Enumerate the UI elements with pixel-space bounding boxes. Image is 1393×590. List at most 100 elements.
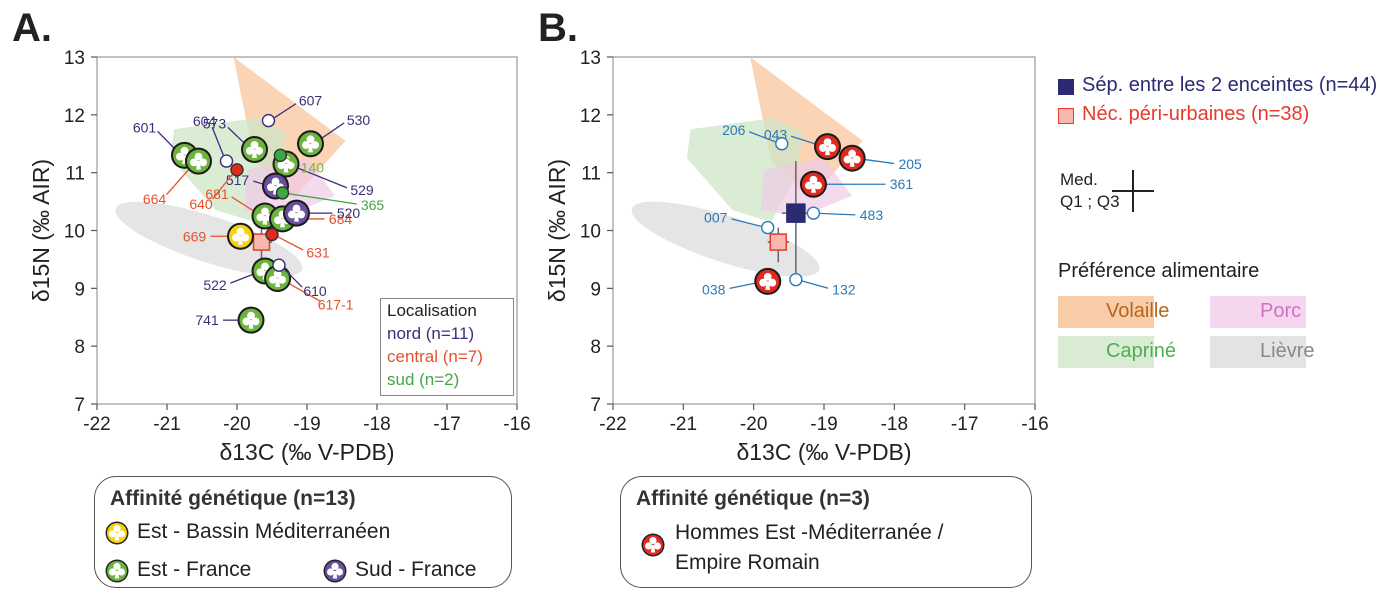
point-label: 669: [183, 228, 207, 244]
club-symbol: [190, 152, 208, 170]
point-label: 684: [329, 211, 353, 227]
data-point: 132: [789, 272, 856, 298]
point-leader-line: [731, 218, 762, 228]
point-label: 664: [143, 191, 167, 207]
club-lobe: [242, 317, 251, 326]
data-point: 640: [189, 163, 244, 212]
point-leader-line: [801, 280, 829, 289]
x-tick-label: -19: [810, 414, 837, 435]
club-lobe: [250, 141, 259, 149]
chart-panel-b: -22 -21 -20 -19 -18 -17 -16 7 8 9 10 11 12 13 δ13C (‰ …: [544, 48, 1049, 465]
club-stem: [811, 184, 816, 193]
club-stem: [262, 216, 268, 225]
x-tick-label: -21: [670, 414, 697, 435]
data-point: 573: [203, 116, 268, 164]
club-purple-icon: [323, 559, 347, 583]
point-leader-line: [289, 283, 322, 303]
point-leader-line: [231, 196, 254, 212]
club-symbol: [269, 270, 287, 288]
side-legend: Sép. entre les 2 enceintes (n=44) Néc. p…: [1050, 70, 1390, 390]
point-label: 601: [133, 119, 157, 135]
club-lobe: [190, 158, 198, 167]
point-label: 483: [860, 207, 884, 223]
area-lièvre: [631, 201, 820, 277]
point-label: 205: [898, 156, 922, 172]
point-leader-line: [790, 135, 816, 145]
data-point: 007: [704, 210, 775, 235]
point-leader-line: [298, 167, 348, 189]
point-leader-line: [864, 158, 895, 165]
pref-caprine-swatch: [1058, 336, 1154, 368]
point-leader-line: [157, 130, 175, 149]
club-lobe: [267, 183, 275, 192]
genetic-legend-b: Affinité génétique (n=3) Hommes Est -Méd…: [620, 476, 1032, 588]
club-lobe: [759, 278, 768, 287]
circle-marker: [272, 258, 286, 272]
club-lobe: [273, 270, 282, 278]
y-tick-label: 12: [64, 106, 85, 127]
y-tick-label: 11: [65, 164, 85, 185]
chart-panel-a: -22 -21 -20 -19 -18 -17 -16 7 8 9 10 11 12 13 δ13C (‰ …: [28, 48, 531, 465]
club-lobe: [241, 233, 250, 242]
x-tick-label: -18: [881, 414, 908, 435]
genetic-legend-b-item-2: Empire Romain: [675, 551, 820, 574]
club-lobe: [768, 278, 777, 287]
club-symbol: [843, 149, 861, 167]
pref-volaille-label: Volaille: [1106, 300, 1170, 322]
quartile-label: Q1 ; Q3: [1060, 192, 1120, 211]
pref-porc-label: Porc: [1260, 300, 1302, 322]
genetic-legend-a-item-1: Est - Bassin Méditerranéen: [137, 520, 391, 543]
data-point: 631: [265, 227, 330, 261]
club-lobe: [297, 210, 305, 219]
club-stem: [196, 161, 201, 170]
median-marker: [767, 227, 789, 263]
club-lobe: [247, 311, 255, 320]
club-lobe: [232, 233, 240, 242]
club-lobe: [251, 317, 260, 326]
x-tick-label: -17: [951, 414, 978, 435]
data-point: 617-1: [264, 265, 354, 313]
club-lobe: [823, 138, 832, 147]
genetic-legend-a-item-3: Sud - France: [355, 558, 477, 581]
club-lobe: [256, 268, 265, 277]
point-leader-line: [166, 169, 190, 195]
localisation-sud: sud (n=2): [387, 370, 460, 389]
club-lobe: [180, 146, 189, 155]
localisation-title: Localisation: [387, 301, 477, 320]
data-point: 530: [297, 112, 370, 158]
circle-marker: [261, 113, 276, 128]
point-leader-line: [277, 236, 304, 251]
club-stem: [294, 213, 299, 222]
point-label: 206: [722, 122, 746, 138]
x-axis-label: δ13C (‰ V-PDB): [736, 439, 911, 465]
pref-volaille-swatch: [1058, 296, 1154, 328]
y-tick-label: 13: [64, 48, 85, 69]
club-symbol: [232, 227, 250, 245]
y-tick-label: 13: [580, 48, 601, 69]
preference-title: Préférence alimentaire: [1058, 260, 1260, 282]
point-leader-line: [211, 126, 225, 157]
y-tick-label: 11: [581, 164, 601, 185]
point-leader-line: [273, 103, 297, 119]
club-lobe: [278, 275, 287, 284]
circle-marker: [761, 220, 775, 235]
club-lobe: [246, 146, 254, 155]
localisation-nord: nord (n=11): [387, 324, 475, 343]
club-stem: [275, 278, 280, 288]
data-point: 361: [799, 170, 913, 198]
club-symbol: [302, 135, 319, 153]
pref-lievre-label: Lièvre: [1260, 340, 1315, 362]
x-tick-label: -20: [223, 414, 250, 435]
point-leader-line: [212, 173, 234, 200]
club-lobe: [311, 141, 319, 149]
data-point: 669: [183, 222, 254, 250]
y-tick-label: 8: [74, 337, 85, 358]
club-lobe: [848, 149, 857, 158]
median-square: [252, 233, 271, 251]
point-leader-line: [288, 193, 357, 205]
point-leader-line: [283, 268, 303, 288]
y-tick-label: 9: [590, 279, 601, 300]
point-label: 007: [704, 210, 728, 226]
y-tick-label: 9: [74, 279, 85, 300]
point-label: 530: [347, 112, 371, 128]
